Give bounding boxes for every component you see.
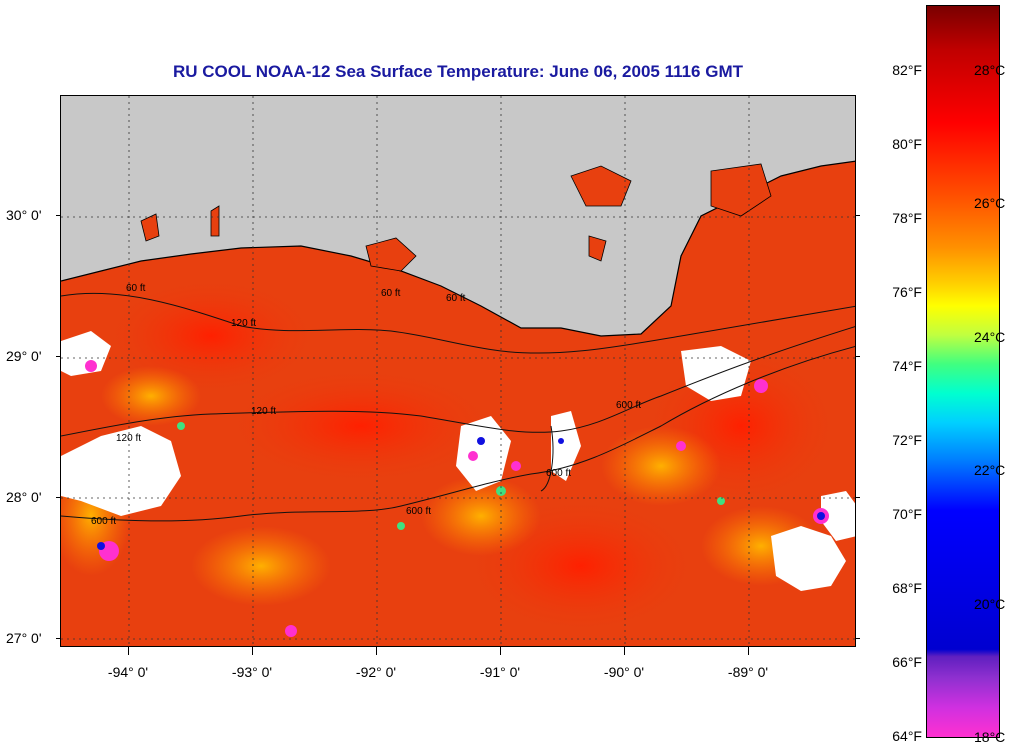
colorbar-c-label: 28°C [974,62,1006,78]
colorbar-f-label: 72°F [892,432,922,448]
sst-map-canvas: 60 ft 120 ft 60 ft 60 ft 120 ft 600 ft 1… [61,96,855,646]
isobath-label: 600 ft [91,516,116,527]
isobath-label: 600 ft [546,468,571,479]
temperature-colorbar [926,5,1000,738]
sst-map: 60 ft 120 ft 60 ft 60 ft 120 ft 600 ft 1… [60,95,856,647]
isobath-contours [61,292,855,522]
cloud-masks [61,331,855,591]
lon-label: -91° 0' [479,664,521,680]
colorbar-f-label: 78°F [892,210,922,226]
colorbar-c-label: 24°C [974,329,1006,345]
green-spots [177,422,725,530]
colorbar-f-label: 70°F [892,506,922,522]
colorbar-f-label: 64°F [892,728,922,744]
lat-label: 30° 0' [6,207,42,223]
temperature-patches [61,276,841,636]
colorbar-c-label: 26°C [974,195,1006,211]
isobath-label: 120 ft [116,433,141,444]
colorbar-f-label: 82°F [892,62,922,78]
inland-water [140,163,772,272]
isobath-labels: 60 ft 120 ft 60 ft 60 ft 120 ft 600 ft 1… [91,283,641,527]
lat-label: 27° 0' [6,630,42,646]
isobath-label: 60 ft [446,293,466,304]
lon-label: -94° 0' [107,664,149,680]
isobath-label: 60 ft [381,288,401,299]
isobath-label: 60 ft [126,283,146,294]
lat-label: 29° 0' [6,348,42,364]
colorbar-c-label: 22°C [974,462,1006,478]
colorbar-c-label: 18°C [974,729,1006,745]
colorbar-f-label: 74°F [892,358,922,374]
lon-label: -90° 0' [603,664,645,680]
colorbar-f-label: 80°F [892,136,922,152]
graticule [61,96,855,646]
lon-label: -92° 0' [355,664,397,680]
lon-label: -93° 0' [231,664,273,680]
isobath-label: 120 ft [231,318,256,329]
isobath-label: 600 ft [406,506,431,517]
lat-label: 28° 0' [6,489,42,505]
map-title: RU COOL NOAA-12 Sea Surface Temperature:… [172,62,744,81]
colorbar-f-label: 66°F [892,654,922,670]
lon-label: -89° 0' [727,664,769,680]
blue-spots [97,437,825,550]
isobath-label: 600 ft [616,400,641,411]
colorbar-f-label: 76°F [892,284,922,300]
colorbar-c-label: 20°C [974,596,1006,612]
isobath-label: 120 ft [251,406,276,417]
colorbar-f-label: 68°F [892,580,922,596]
